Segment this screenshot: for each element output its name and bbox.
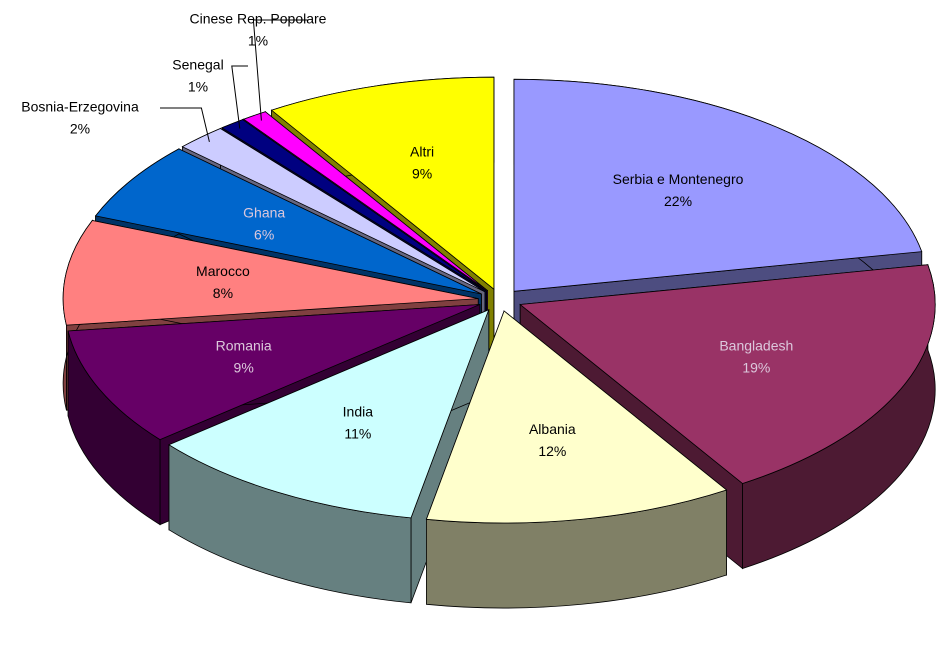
slice <box>168 308 490 604</box>
slice-value: 12% <box>538 443 566 459</box>
slice-label: Bangladesh <box>719 337 793 353</box>
slice <box>181 128 486 293</box>
slice-value: 1% <box>248 33 268 49</box>
slice <box>242 111 488 292</box>
slice-label: Bosnia-Erzegovina <box>21 99 139 115</box>
slice-label: India <box>343 404 374 420</box>
slice-label: Serbia e Montenegro <box>613 171 744 187</box>
slice-label: Senegal <box>172 57 223 73</box>
slice <box>425 310 728 524</box>
slice <box>270 76 495 291</box>
slice-label: Marocco <box>196 263 250 279</box>
leader-line <box>231 65 248 129</box>
slice-value: 9% <box>412 166 432 182</box>
slice-label: Cinese Rep. Popolare <box>190 11 327 27</box>
slice-value: 6% <box>254 226 274 242</box>
slice <box>67 304 480 441</box>
slice-label: Altri <box>410 144 434 160</box>
slice-value: 2% <box>70 121 90 137</box>
leader-line <box>252 19 308 121</box>
leader-line <box>160 107 210 143</box>
slice-value: 22% <box>664 193 692 209</box>
slice <box>62 220 479 326</box>
slice <box>519 264 936 484</box>
slice-value: 1% <box>188 79 208 95</box>
slice-label: Ghana <box>243 204 285 220</box>
slice-value: 9% <box>234 359 254 375</box>
slice <box>513 78 923 292</box>
slice <box>168 308 490 519</box>
slice <box>221 119 487 292</box>
slice-value: 8% <box>213 285 233 301</box>
slice-label: Romania <box>216 337 272 353</box>
slice <box>425 310 728 609</box>
slice-label: Albania <box>529 421 576 437</box>
slice <box>94 148 482 295</box>
slice-value: 19% <box>742 359 770 375</box>
slice-value: 11% <box>344 426 371 442</box>
